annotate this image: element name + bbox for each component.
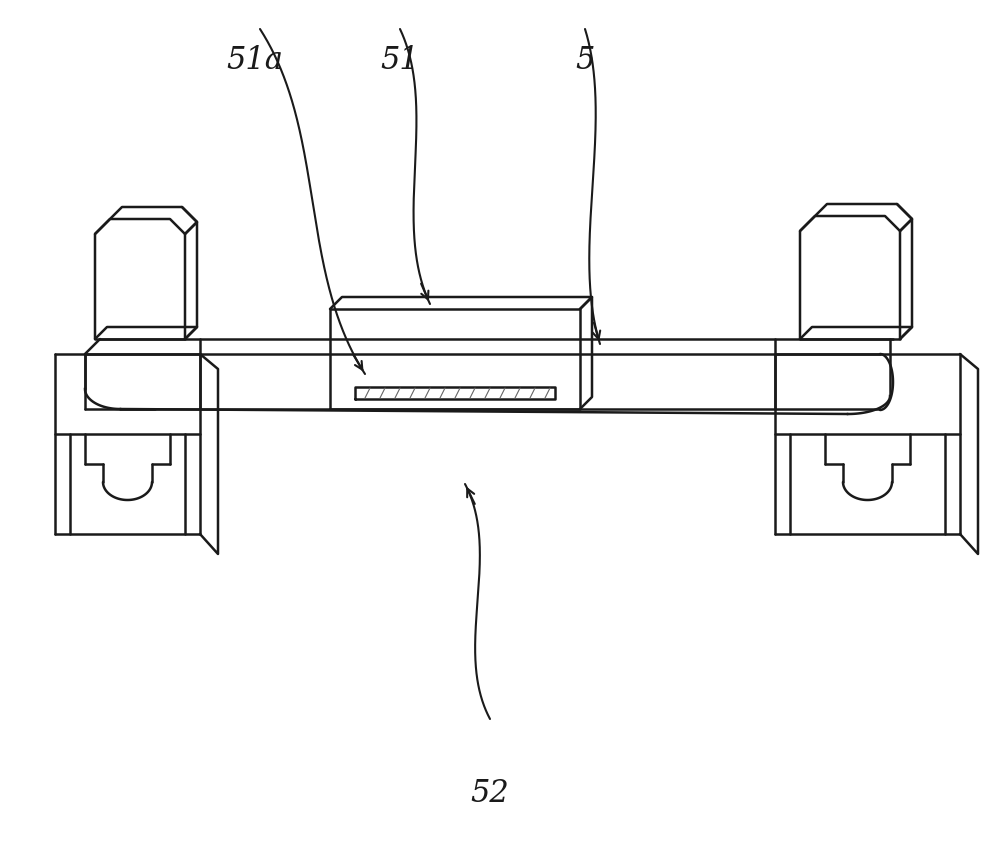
Text: 51: 51 xyxy=(381,45,419,76)
Text: 52: 52 xyxy=(471,778,509,809)
Text: 5: 5 xyxy=(575,45,595,76)
Text: 51a: 51a xyxy=(227,45,283,76)
